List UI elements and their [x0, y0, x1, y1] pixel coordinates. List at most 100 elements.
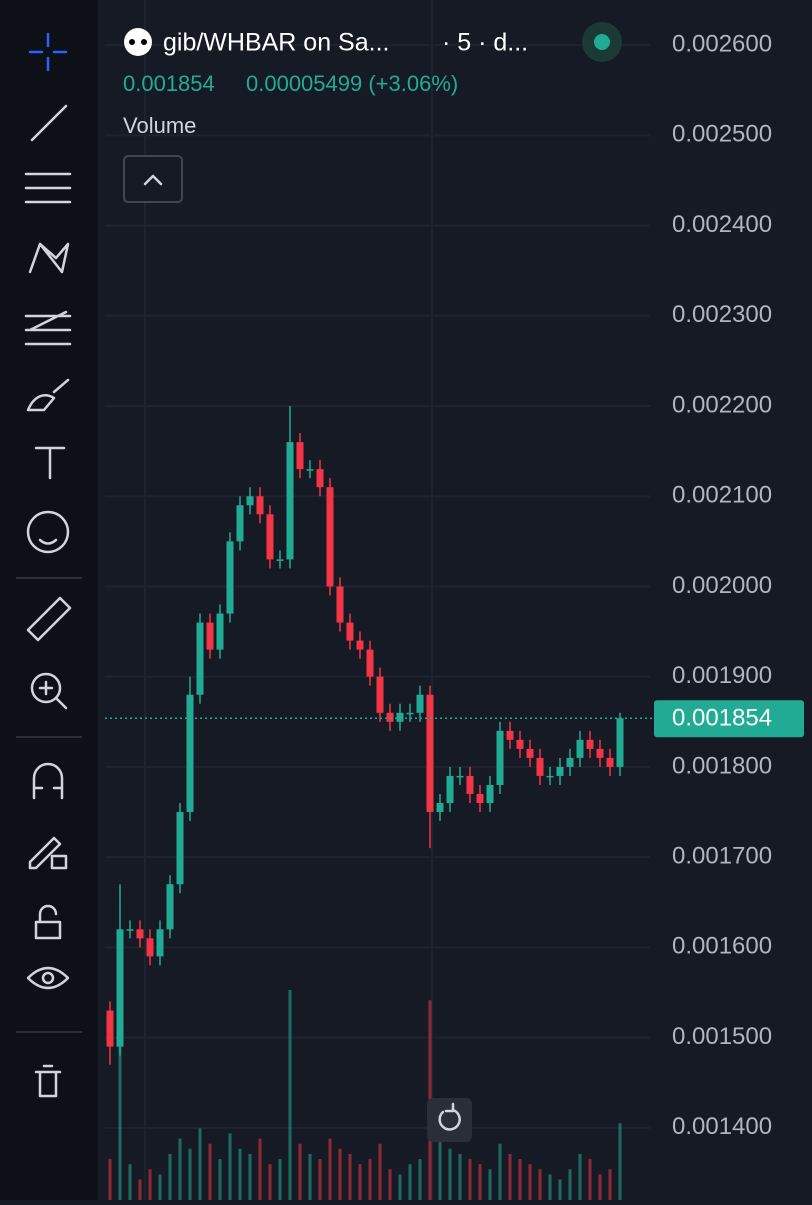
volume-bar — [598, 1174, 602, 1200]
y-tick-label: 0.001700 — [672, 842, 772, 869]
candle-body — [406, 712, 414, 715]
candle-body — [146, 938, 154, 957]
candle-body — [316, 469, 324, 488]
volume-bar — [438, 1138, 442, 1200]
candle-body — [276, 559, 284, 561]
volume-bar — [278, 1159, 282, 1200]
collapse-chevron — [143, 174, 163, 186]
candle-body — [596, 748, 604, 758]
volume-bar — [338, 1148, 342, 1200]
candle-body — [346, 622, 354, 641]
volume-bar — [368, 1159, 372, 1200]
volume-bar — [388, 1169, 392, 1200]
candle-body — [446, 775, 454, 804]
volume-bar — [138, 1179, 142, 1200]
ruler-icon[interactable] — [26, 596, 72, 642]
y-tick-label: 0.001400 — [672, 1113, 772, 1140]
token-eye — [141, 39, 147, 45]
token-eye — [129, 39, 135, 45]
symbol-title[interactable]: gib/WHBAR on Sa... — [163, 29, 389, 57]
y-tick-label: 0.001500 — [672, 1023, 772, 1050]
token-icon — [124, 28, 152, 56]
candle-body — [416, 694, 424, 713]
candle-body — [206, 622, 214, 650]
candle-body — [506, 730, 514, 740]
last-price: 0.001854 — [123, 71, 215, 96]
volume-bar — [108, 1159, 112, 1200]
candle-body — [526, 748, 534, 758]
eye-pupil — [41, 971, 55, 985]
volume-bar — [558, 1179, 562, 1200]
fib-icon[interactable] — [24, 310, 72, 346]
trash-icon[interactable] — [34, 1064, 62, 1098]
volume-bar — [608, 1169, 612, 1200]
candle-body — [156, 929, 164, 957]
volume-bar — [578, 1153, 582, 1200]
current-price-badge — [654, 700, 804, 738]
candle-body — [286, 442, 294, 560]
y-tick-label: 0.002200 — [672, 391, 772, 418]
candle-body — [186, 694, 194, 813]
price-axis: 0.002600 0.002500 0.002400 0.002300 0.002200… — [654, 30, 804, 1140]
volume-label: Volume — [123, 113, 196, 138]
volume-bar — [168, 1153, 172, 1200]
volume-bar — [218, 1159, 222, 1200]
candle-body — [456, 775, 464, 778]
volume-bar — [248, 1153, 252, 1200]
candle-body — [536, 757, 544, 776]
price-change: 0.00005499 (+3.06%) — [246, 71, 458, 96]
zoom-icon[interactable] — [30, 672, 62, 704]
candle-body — [466, 775, 474, 794]
volume-bar — [268, 1164, 272, 1200]
candle-body — [556, 766, 564, 776]
candle-body — [236, 505, 244, 542]
emoji-icon[interactable] — [26, 510, 70, 554]
unlock-icon[interactable] — [34, 904, 62, 940]
volume-bar — [178, 1138, 182, 1200]
volume-bar — [398, 1174, 402, 1200]
toolbar-icons[interactable] — [24, 32, 72, 1098]
volume-bar — [508, 1153, 512, 1200]
interval[interactable]: · 5 · d... — [442, 29, 528, 57]
candle-body — [366, 649, 374, 677]
volume-bar — [288, 990, 292, 1200]
volume-bar — [448, 1148, 452, 1200]
eye-icon[interactable] — [26, 966, 70, 990]
volume-bar — [528, 1164, 532, 1200]
volume-bar — [118, 1046, 122, 1200]
volume-bar — [358, 1164, 362, 1200]
magnet-icon[interactable] — [32, 762, 64, 800]
candle-body — [136, 929, 144, 939]
volume-bar — [188, 1148, 192, 1200]
candle-body — [226, 541, 234, 614]
crosshair-icon[interactable] — [28, 32, 68, 72]
candle-body — [486, 784, 494, 804]
candle-body — [426, 694, 434, 813]
volume-bar — [238, 1148, 242, 1200]
candle-body — [306, 469, 314, 471]
collapse-button[interactable] — [123, 155, 183, 203]
volume-bar — [348, 1153, 352, 1200]
y-tick-label: 0.001800 — [672, 752, 772, 779]
hlines-icon[interactable] — [24, 172, 72, 204]
text-icon[interactable] — [34, 446, 66, 480]
candle-body — [496, 730, 504, 785]
candle-body — [566, 757, 574, 767]
volume-bar — [498, 1143, 502, 1200]
reset-button[interactable] — [427, 1098, 472, 1142]
y-tick-label: 0.001900 — [672, 662, 772, 689]
emoji-smile — [38, 538, 58, 545]
brush-icon[interactable] — [26, 378, 70, 412]
y-tick-label: 0.002300 — [672, 301, 772, 328]
line-icon[interactable] — [30, 104, 68, 142]
y-tick-label: 0.002400 — [672, 211, 772, 238]
reset-icon — [438, 1102, 461, 1131]
volume-bar — [328, 1138, 332, 1200]
lock-draw-icon[interactable] — [28, 836, 68, 870]
pattern-icon[interactable] — [28, 242, 70, 274]
volume-bar — [418, 1159, 422, 1200]
candle-body — [516, 739, 524, 749]
candle-body — [576, 739, 584, 758]
candle-body — [476, 793, 484, 804]
